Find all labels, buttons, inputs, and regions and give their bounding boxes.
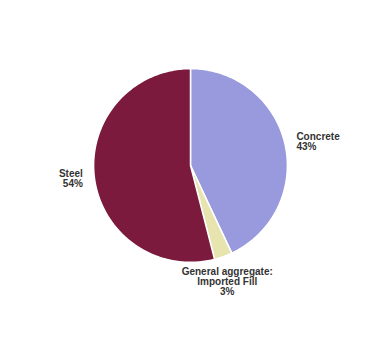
svg-text:Steel54%: Steel54% [59,168,83,189]
svg-text:Concrete43%: Concrete43% [296,131,340,152]
svg-text:General aggregate:Imported Fil: General aggregate:Imported Fill3% [182,266,273,297]
